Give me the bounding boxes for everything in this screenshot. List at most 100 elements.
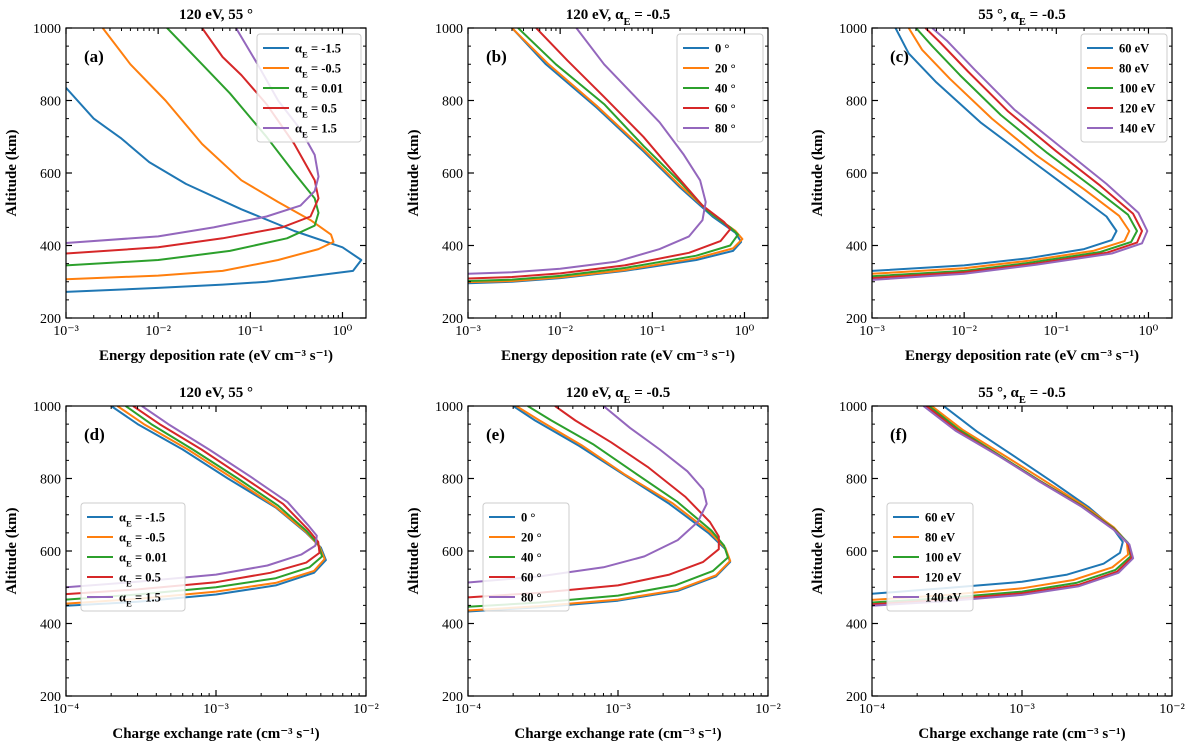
y-tick-label: 400 [442, 618, 463, 633]
legend: αE = -1.5 αE = -0.5 αE = 0.01 αE = 0.5 αE = … [256, 33, 362, 143]
x-tick-label: 10⁻³ [203, 702, 229, 717]
y-axis-label: Altitude (km) [406, 507, 422, 594]
y-tick-label: 600 [40, 545, 61, 560]
x-axis-label: Energy deposition rate (eV cm⁻³ s⁻¹) [99, 348, 333, 364]
x-tick-label: 10⁻³ [605, 702, 631, 717]
legend-label-5: αE = 1.5 [295, 122, 337, 140]
y-tick-label: 600 [846, 167, 867, 182]
series-line-2 [468, 28, 744, 284]
legend-label-3: αE = 0.01 [295, 82, 343, 100]
legend-label-3: 100 eV [1119, 82, 1155, 96]
legend-label-4: 60 ° [715, 102, 736, 116]
x-tick-label: 10⁻² [755, 702, 781, 717]
y-tick-label: 1000 [33, 22, 61, 37]
legend-label-3: 100 eV [925, 551, 961, 565]
y-tick-label: 1000 [435, 400, 463, 415]
y-axis-label: Altitude (km) [810, 507, 826, 594]
series-line-3 [872, 28, 1138, 278]
panel-title: 120 eV, αE = -0.5 [566, 385, 671, 406]
legend-label-2: 20 ° [715, 62, 736, 76]
y-tick-label: 400 [846, 240, 867, 255]
legend-label-3: αE = 0.01 [119, 551, 167, 569]
series-line-3 [468, 406, 729, 608]
series-line-5 [468, 28, 707, 275]
series-line-4 [468, 406, 720, 599]
panel-e: 10⁻⁴ 10⁻³ 10⁻² 200 400 600 800 1000 120 eV, αE =… [406, 385, 781, 742]
legend-label-1: 60 eV [1119, 42, 1149, 56]
x-tick-label: 10⁻⁴ [859, 702, 885, 717]
series-lines [66, 406, 327, 607]
y-tick-label: 600 [40, 167, 61, 182]
series-line-5 [468, 406, 708, 584]
legend-label-2: 80 eV [1119, 62, 1149, 76]
panel-letter: (d) [84, 425, 105, 444]
y-tick-label: 800 [442, 473, 463, 488]
series-line-4 [66, 28, 320, 255]
legend-label-2: 80 eV [925, 531, 955, 545]
panel-title: 55 °, αE = -0.5 [978, 385, 1065, 406]
legend-label-5: 140 eV [1119, 122, 1155, 136]
y-tick-label: 400 [40, 240, 61, 255]
series-line-1 [872, 28, 1118, 272]
series-line-3 [66, 28, 320, 267]
legend: αE = -1.5 αE = -0.5 αE = 0.01 αE = 0.5 αE = … [80, 502, 186, 612]
y-axis-label: Altitude (km) [4, 129, 20, 216]
series-line-2 [872, 28, 1131, 275]
x-tick-label: 10⁻⁴ [53, 702, 79, 717]
y-tick-label: 800 [40, 473, 61, 488]
legend-label-3: 40 ° [715, 82, 736, 96]
legend-label-4: 120 eV [925, 571, 961, 585]
legend-label-4: 60 ° [521, 571, 542, 585]
legend: 60 eV 80 eV 100 eV 120 eV 140 eV [1080, 33, 1168, 143]
panel-letter: (e) [486, 425, 505, 444]
panel-d: 10⁻⁴ 10⁻³ 10⁻² 200 400 600 800 1000 120 eV, 55 °… [4, 385, 379, 742]
y-tick-label: 1000 [33, 400, 61, 415]
legend-box [1080, 33, 1168, 143]
legend-label-2: αE = -0.5 [119, 531, 165, 549]
series-line-5 [872, 406, 1135, 607]
legend-box [676, 33, 764, 143]
panel-letter: (a) [84, 47, 104, 66]
x-tick-label: 10⁻⁴ [455, 702, 481, 717]
legend-box [482, 502, 570, 612]
legend-label-5: 80 ° [715, 122, 736, 136]
panel-title: 120 eV, αE = -0.5 [566, 7, 671, 28]
legend-label-1: 0 ° [521, 511, 535, 525]
y-tick-label: 1000 [839, 22, 867, 37]
panel-title: 55 °, αE = -0.5 [978, 7, 1065, 28]
x-axis-label: Charge exchange rate (cm⁻³ s⁻¹) [112, 726, 319, 742]
legend-box [886, 502, 974, 612]
x-tick-label: 10⁻² [547, 324, 573, 339]
series-line-2 [66, 28, 335, 281]
x-tick-label: 10⁻³ [53, 324, 79, 339]
y-tick-label: 600 [442, 167, 463, 182]
y-tick-label: 400 [442, 240, 463, 255]
legend-label-3: 40 ° [521, 551, 542, 565]
legend-label-5: 140 eV [925, 591, 961, 605]
y-axis-label: Altitude (km) [406, 129, 422, 216]
x-axis-label: Energy deposition rate (eV cm⁻³ s⁻¹) [905, 348, 1139, 364]
y-tick-label: 600 [442, 545, 463, 560]
x-tick-label: 10⁻³ [859, 324, 885, 339]
y-tick-label: 400 [40, 618, 61, 633]
panel-f: 10⁻⁴ 10⁻³ 10⁻² 200 400 600 800 1000 55 °, αE = -… [810, 385, 1185, 742]
series-line-1 [872, 406, 1124, 595]
panel-letter: (c) [890, 47, 909, 66]
y-tick-label: 800 [846, 95, 867, 110]
series-line-5 [872, 28, 1149, 281]
y-tick-label: 800 [442, 95, 463, 110]
legend-label-2: αE = -0.5 [295, 62, 341, 80]
x-tick-label: 10⁻¹ [1044, 324, 1070, 339]
y-tick-label: 400 [846, 618, 867, 633]
x-tick-label: 10⁻² [145, 324, 171, 339]
legend: 0 ° 20 ° 40 ° 60 ° 80 ° [676, 33, 764, 143]
y-tick-label: 1000 [839, 400, 867, 415]
x-axis-label: Energy deposition rate (eV cm⁻³ s⁻¹) [501, 348, 735, 364]
y-tick-label: 200 [40, 312, 61, 327]
series-lines [872, 406, 1135, 607]
y-tick-label: 200 [846, 312, 867, 327]
y-axis-label: Altitude (km) [4, 507, 20, 594]
legend: 60 eV 80 eV 100 eV 120 eV 140 eV [886, 502, 974, 612]
legend-label-4: αE = 0.5 [119, 571, 161, 589]
x-tick-label: 10⁰ [333, 324, 353, 339]
